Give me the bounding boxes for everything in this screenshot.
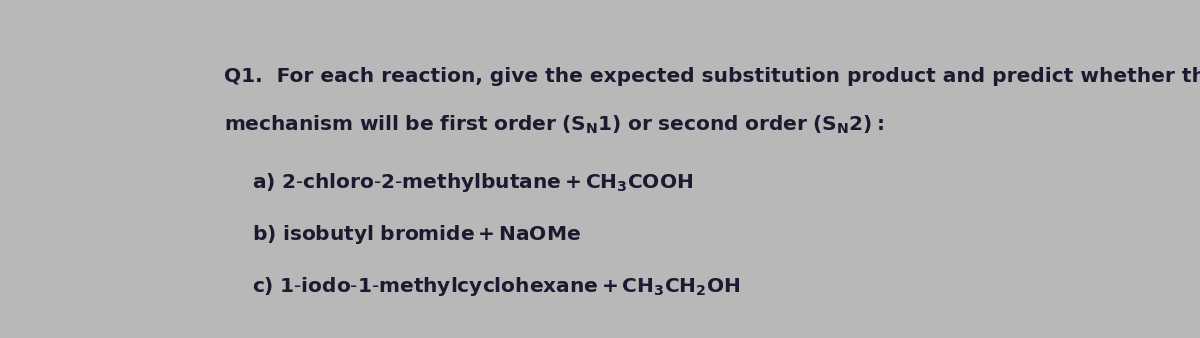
- Text: Q1.  For each reaction, give the expected substitution product and predict wheth: Q1. For each reaction, give the expected…: [224, 67, 1200, 86]
- Text: $\mathbf{a)\ 2\text{-}chloro\text{-}2\text{-}methylbutane + CH_3COOH}$: $\mathbf{a)\ 2\text{-}chloro\text{-}2\te…: [252, 171, 694, 194]
- Text: $\mathbf{b)\ isobutyl\ bromide + NaOMe}$: $\mathbf{b)\ isobutyl\ bromide + NaOMe}$: [252, 223, 581, 246]
- Text: $\mathbf{mechanism\ will\ be\ first\ order\ (S_{N}1)\ or\ second\ order\ (S_{N}2: $\mathbf{mechanism\ will\ be\ first\ ord…: [224, 114, 884, 136]
- Text: $\mathbf{c)\ 1\text{-}iodo\text{-}1\text{-}methylcyclohexane + CH_3CH_2OH}$: $\mathbf{c)\ 1\text{-}iodo\text{-}1\text…: [252, 275, 740, 298]
